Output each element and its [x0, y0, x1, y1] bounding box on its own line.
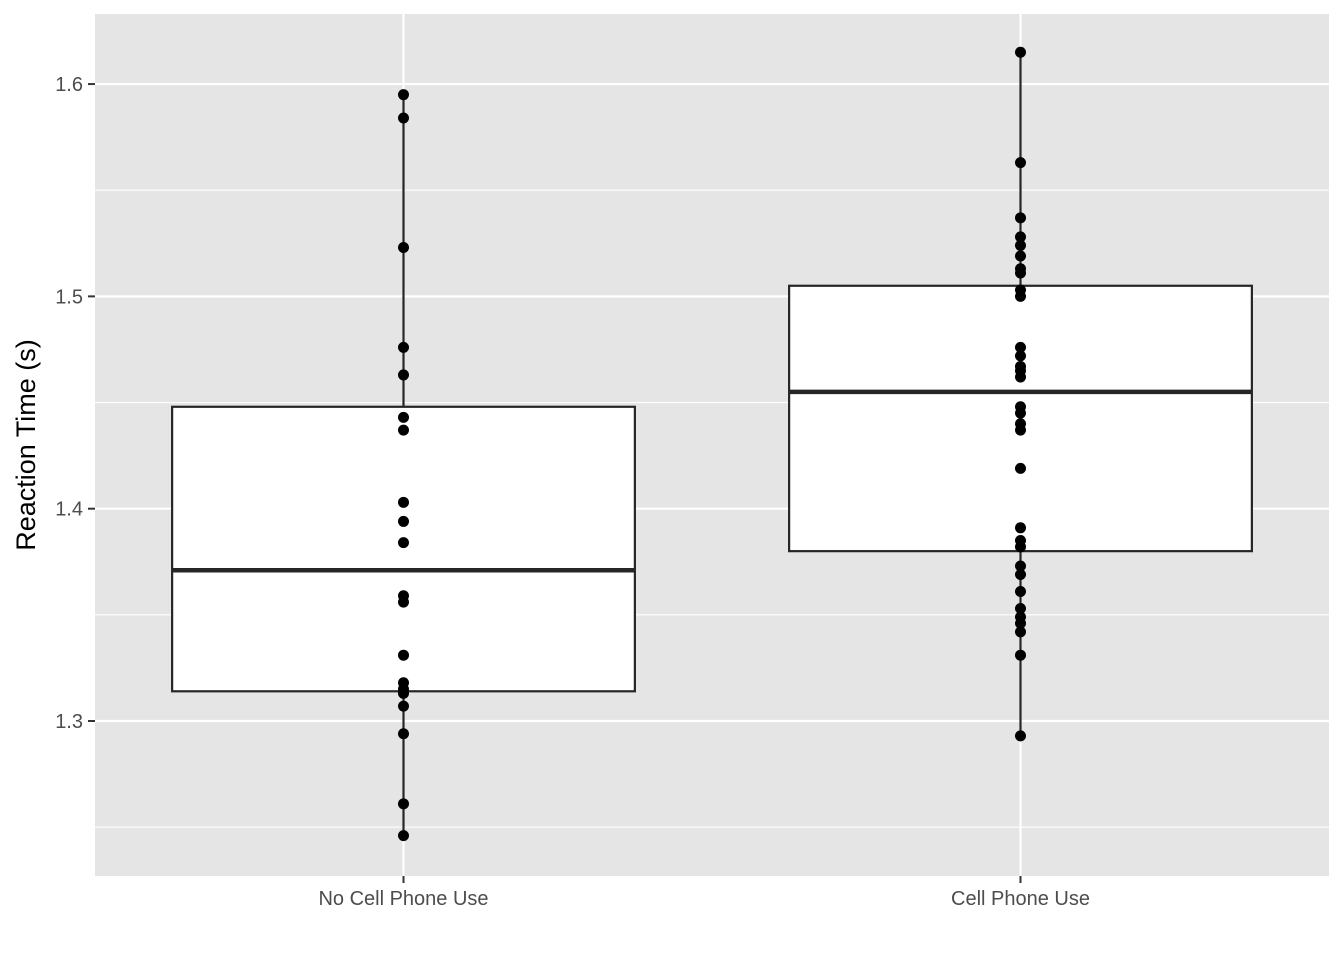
data-point [398, 411, 409, 423]
y-tick-label: 1.5 [55, 286, 83, 308]
data-point [1015, 585, 1026, 597]
y-tick-label: 1.3 [55, 711, 83, 733]
data-point [398, 537, 409, 549]
data-point [398, 515, 409, 527]
data-point [398, 798, 409, 810]
data-point [1015, 560, 1026, 572]
data-point [398, 649, 409, 661]
data-point [398, 341, 409, 353]
data-point [398, 687, 409, 699]
data-point [1015, 250, 1026, 262]
data-point [1015, 730, 1026, 742]
y-axis: 1.3 1.4 1.5 1.6 [55, 74, 95, 733]
x-axis: No Cell Phone Use Cell Phone Use [318, 876, 1090, 910]
data-point [1015, 522, 1026, 534]
y-axis-title: Reaction Time (s) [11, 339, 41, 551]
box-layer [171, 52, 1253, 836]
data-point [398, 496, 409, 508]
data-point [1015, 602, 1026, 614]
data-point [1015, 626, 1026, 638]
data-point [1015, 46, 1026, 58]
data-point [1015, 239, 1026, 251]
data-point [1015, 350, 1026, 362]
data-point [1015, 407, 1026, 419]
data-point [1015, 617, 1026, 629]
data-point [1015, 462, 1026, 474]
y-tick-label: 1.4 [55, 499, 83, 521]
data-point [1015, 569, 1026, 581]
data-point [398, 424, 409, 436]
y-tick-label: 1.6 [55, 74, 83, 96]
data-point [1015, 267, 1026, 279]
data-point [398, 700, 409, 712]
box [171, 405, 636, 693]
data-point [1015, 424, 1026, 436]
data-point [1015, 649, 1026, 661]
x-tick-label: Cell Phone Use [951, 888, 1090, 910]
data-point [1015, 341, 1026, 353]
data-point [398, 369, 409, 381]
data-point [398, 596, 409, 608]
points-layer [398, 46, 1026, 842]
data-point [1015, 231, 1026, 243]
data-point [1015, 157, 1026, 169]
data-point [398, 89, 409, 101]
data-point [1015, 541, 1026, 553]
data-point [398, 728, 409, 740]
data-point [1015, 371, 1026, 383]
data-point [398, 242, 409, 254]
data-point [1015, 212, 1026, 224]
data-point [1015, 290, 1026, 302]
data-point [398, 830, 409, 842]
x-tick-label: No Cell Phone Use [318, 888, 488, 910]
data-point [398, 112, 409, 124]
